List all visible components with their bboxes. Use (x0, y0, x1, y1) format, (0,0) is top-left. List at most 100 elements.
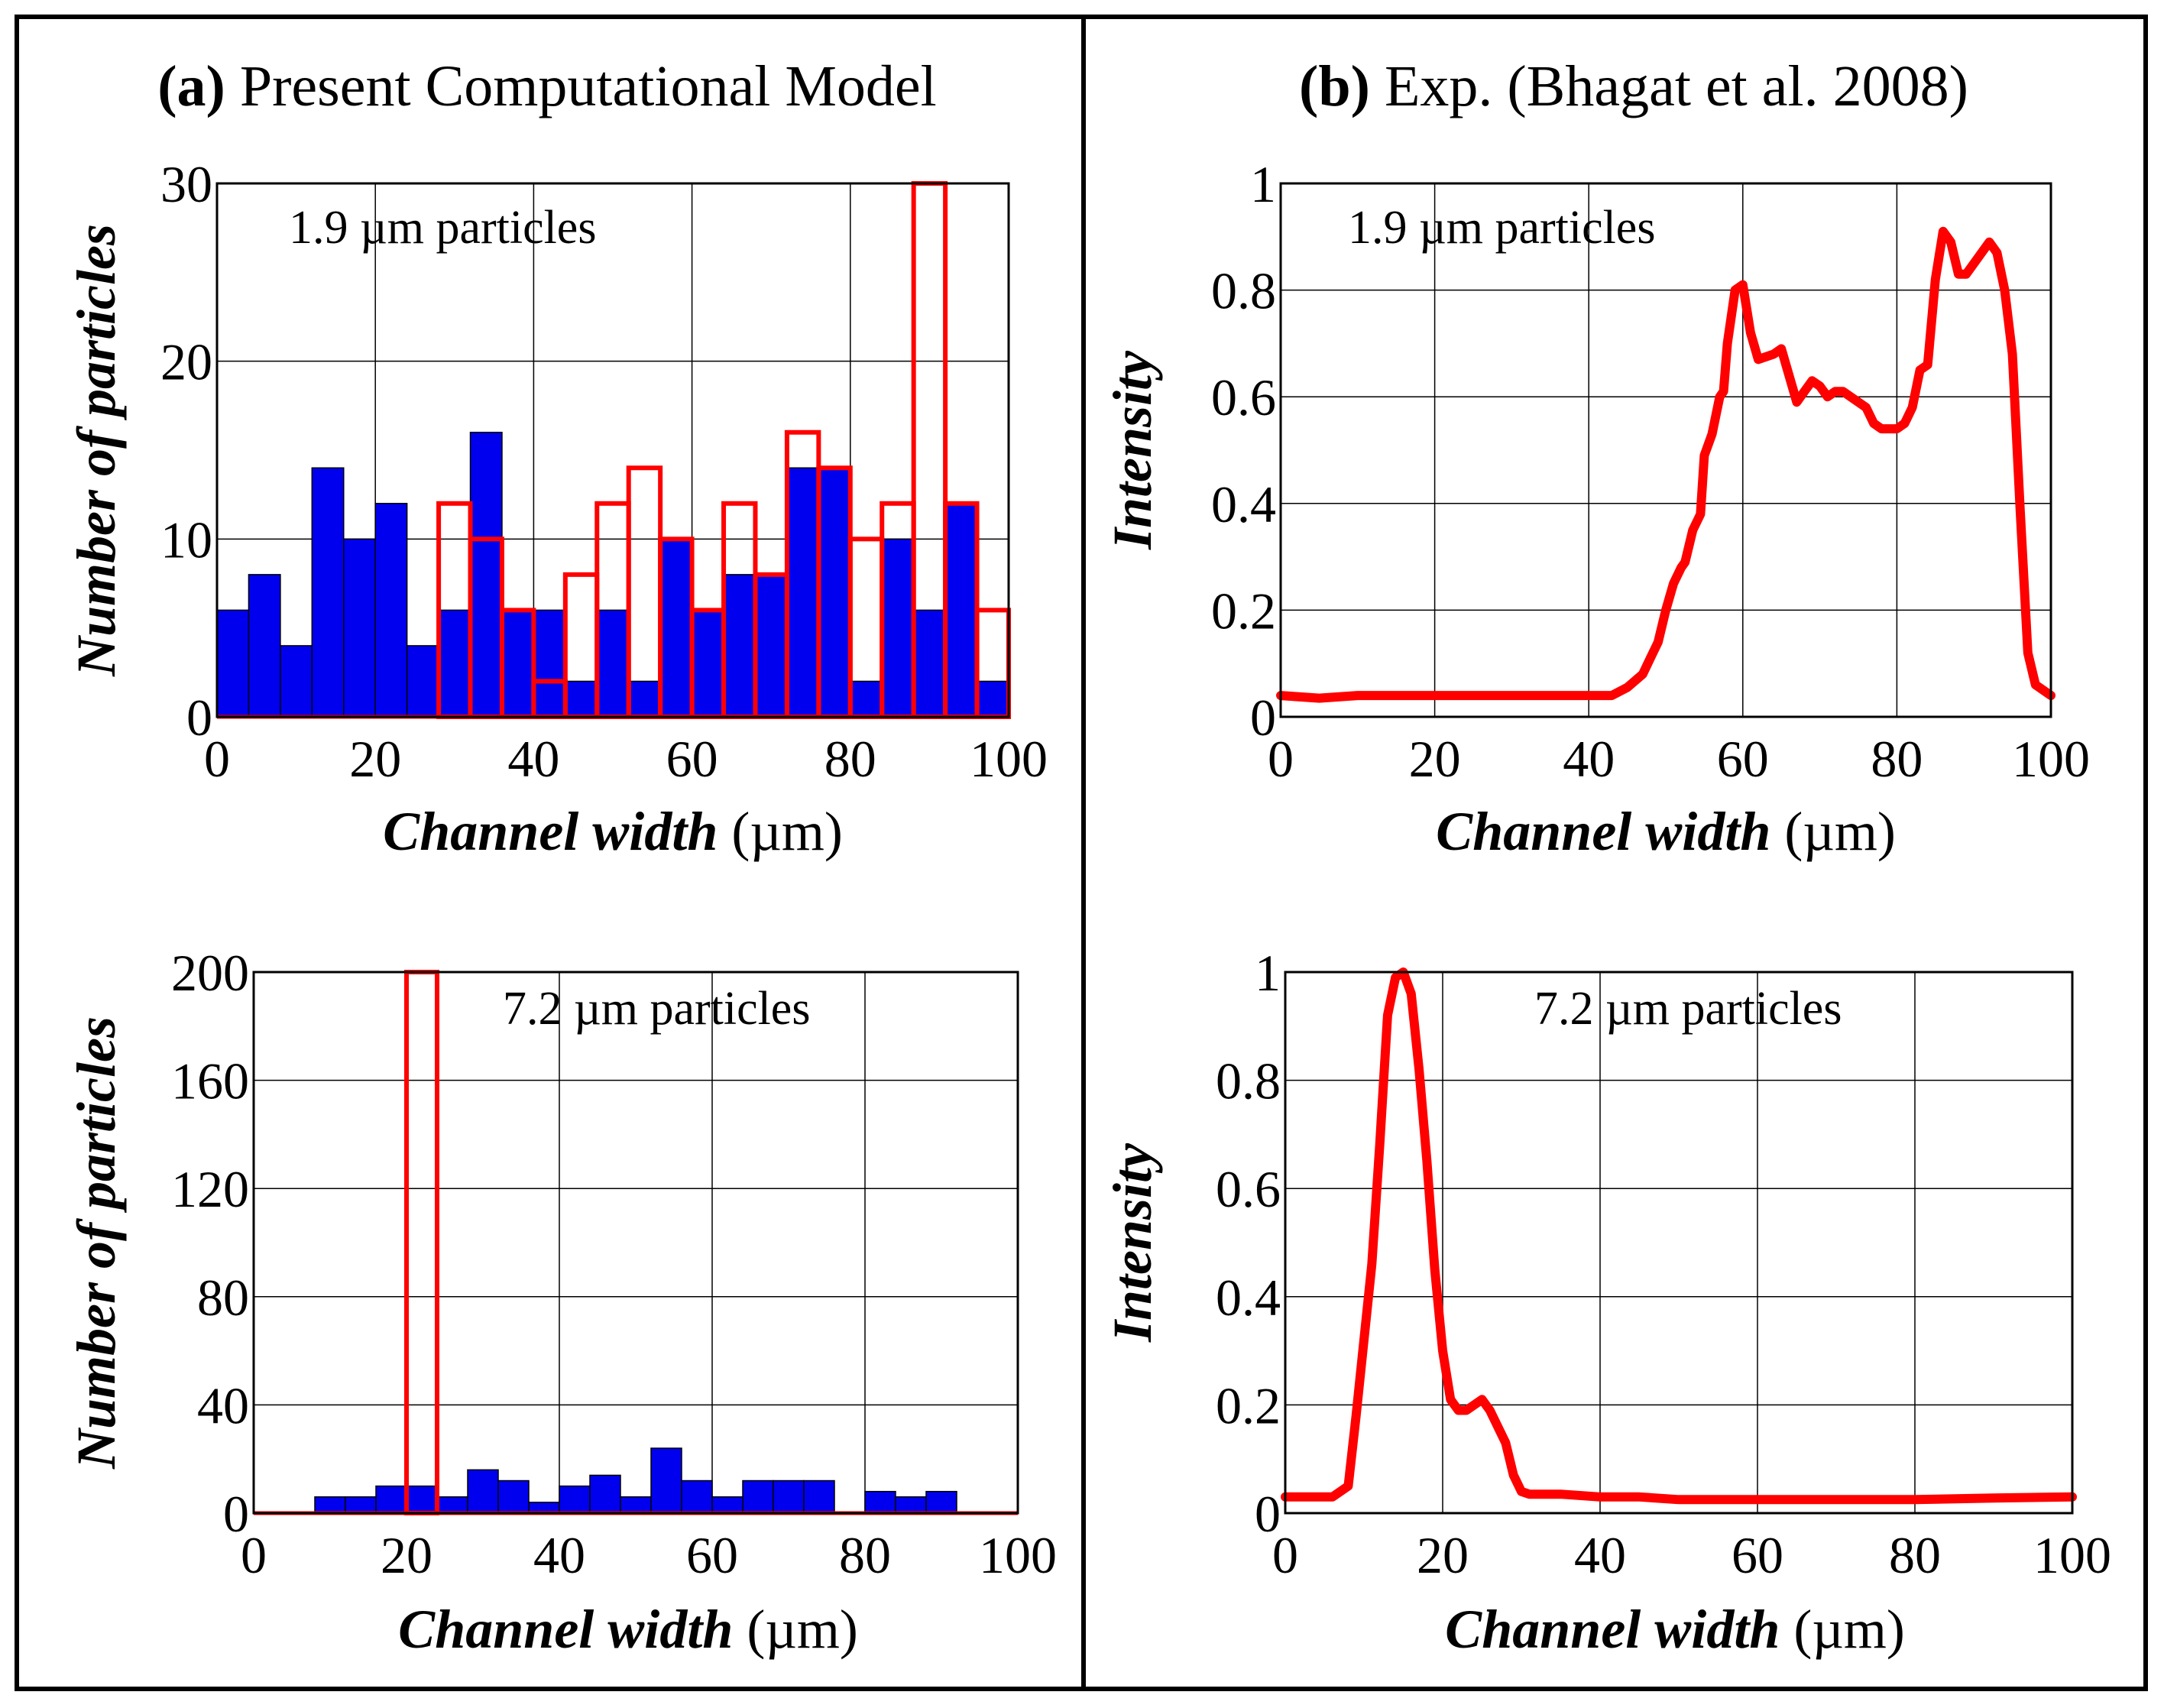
bar-blue (803, 1480, 835, 1514)
y-tick-label: 20 (160, 333, 212, 391)
bar-blue (501, 609, 535, 718)
bar-blue (375, 1485, 407, 1514)
bar-red-outline (404, 970, 439, 1515)
x-tick-label: 20 (1417, 1526, 1469, 1584)
ticks-a-bottom: 0 20 40 60 80 100 0 40 80 120 160 200 (171, 944, 1057, 1584)
annotation-b-top: 1.9 µm particles (1348, 202, 1655, 254)
xlabel-b-bottom: Channel width (µm) (1445, 1599, 1905, 1660)
x-tick-label: 80 (824, 730, 876, 788)
bar-blue (589, 1474, 621, 1514)
ylabel-a-top: Number of particles (66, 224, 127, 677)
chart-b-top: 0 20 40 60 80 100 0 0.2 0.4 0.6 0.8 1 1.9 µm partic… (1102, 155, 2090, 862)
x-tick-label: 100 (979, 1526, 1057, 1584)
y-tick-label: 0.2 (1211, 582, 1276, 640)
y-tick-label: 1 (1255, 944, 1281, 1002)
bar-blue (436, 1496, 468, 1514)
x-tick-label: 100 (2033, 1526, 2111, 1584)
x-tick-label: 0 (1268, 730, 1294, 788)
marks-a-bottom (254, 970, 1018, 1515)
bar-red-outline (626, 465, 663, 719)
y-tick-label: 10 (160, 510, 212, 569)
bar-blue (754, 574, 788, 718)
bar-blue (944, 503, 978, 718)
y-tick-label: 200 (171, 944, 249, 1002)
bar-blue (976, 680, 1009, 718)
x-tick-label: 0 (204, 730, 230, 788)
chart-b-bottom: 0 20 40 60 80 100 0 0.2 0.4 0.6 0.8 1 7.2 µm partic… (1102, 944, 2111, 1660)
x-tick-label: 80 (839, 1526, 891, 1584)
bar-blue (711, 1496, 743, 1514)
bar-blue (565, 680, 598, 718)
bar-blue (345, 1496, 377, 1514)
ylabel-b-bottom: Intensity (1102, 1142, 1163, 1343)
x-tick-label: 0 (241, 1526, 267, 1584)
x-tick-label: 20 (381, 1526, 432, 1584)
bar-blue (311, 467, 345, 718)
bar-blue (818, 467, 851, 718)
bar-blue (620, 1496, 652, 1514)
panel-b-title: (b) Exp. (Bhagat et al. 2008) (1299, 54, 1968, 118)
y-tick-label: 40 (197, 1376, 249, 1434)
annotation-b-bottom: 7.2 µm particles (1534, 983, 1842, 1035)
ylabel-a-bottom: Number of particles (66, 1016, 127, 1470)
y-tick-label: 120 (171, 1160, 249, 1218)
x-tick-label: 40 (507, 730, 559, 788)
panel-a-title: (a) Present Computational Model (157, 54, 937, 118)
grid-a-bottom (254, 972, 1018, 1513)
x-tick-label: 100 (970, 730, 1048, 788)
ticks-b-top: 0 20 40 60 80 100 0 0.2 0.4 0.6 0.8 1 (1211, 155, 2090, 788)
bar-blue (248, 574, 281, 718)
chart-a-bottom: 0 20 40 60 80 100 0 40 80 120 160 200 7.2 µm partic… (66, 944, 1057, 1660)
x-tick-label: 60 (1717, 730, 1769, 788)
xlabel-a-top: Channel width (µm) (383, 801, 843, 862)
bar-blue (895, 1496, 927, 1514)
bar-blue (773, 1480, 805, 1514)
plot-box-b-top (1279, 182, 2052, 718)
bar-blue (659, 538, 693, 718)
y-tick-label: 0 (1255, 1485, 1281, 1543)
bar-blue (374, 503, 408, 718)
xlabel-b-top: Channel width (µm) (1436, 801, 1896, 862)
x-tick-label: 60 (666, 730, 718, 788)
y-tick-label: 1 (1250, 155, 1276, 213)
y-tick-label: 80 (197, 1269, 249, 1327)
x-tick-label: 60 (1732, 1526, 1783, 1584)
plot-box-b-bottom (1284, 971, 2074, 1515)
y-tick-label: 0.4 (1216, 1269, 1281, 1327)
bar-blue (881, 538, 915, 718)
xlabel-a-bottom: Channel width (µm) (398, 1599, 858, 1660)
plot-box-a-top (215, 182, 1010, 718)
y-tick-label: 0 (1250, 689, 1276, 747)
x-tick-label: 80 (1871, 730, 1923, 788)
x-tick-label: 40 (1574, 1526, 1626, 1584)
x-tick-label: 40 (1563, 730, 1615, 788)
bar-blue (438, 609, 471, 718)
chart-a-top: 0 20 40 60 80 100 0 10 20 30 1.9 µm particles Cha… (66, 155, 1048, 862)
y-tick-label: 0.2 (1216, 1376, 1281, 1434)
bar-blue (723, 574, 756, 718)
x-tick-label: 0 (1272, 1526, 1298, 1584)
marks-b-bottom (1281, 967, 2077, 1505)
bar-blue (691, 609, 724, 718)
ylabel-b-top: Intensity (1102, 350, 1163, 550)
bar-blue (280, 645, 313, 718)
bar-blue (786, 467, 820, 718)
bar-blue (681, 1480, 713, 1514)
y-tick-label: 0.8 (1211, 262, 1276, 320)
x-tick-label: 40 (533, 1526, 585, 1584)
grid-b-top (1281, 183, 2051, 717)
x-tick-label: 60 (686, 1526, 738, 1584)
bar-blue (627, 680, 661, 718)
bar-blue (533, 609, 566, 718)
bar-blue (216, 609, 250, 718)
intensity-line (1276, 226, 2055, 703)
bar-blue (497, 1480, 530, 1514)
bar-blue (343, 538, 376, 718)
annotation-a-top: 1.9 µm particles (289, 202, 596, 254)
y-tick-label: 30 (160, 155, 212, 213)
bar-blue (314, 1496, 346, 1514)
y-tick-label: 160 (171, 1052, 249, 1110)
annotation-a-bottom: 7.2 µm particles (503, 983, 810, 1035)
plot-box-a-bottom (252, 971, 1019, 1515)
marks-b-top (1276, 226, 2055, 703)
